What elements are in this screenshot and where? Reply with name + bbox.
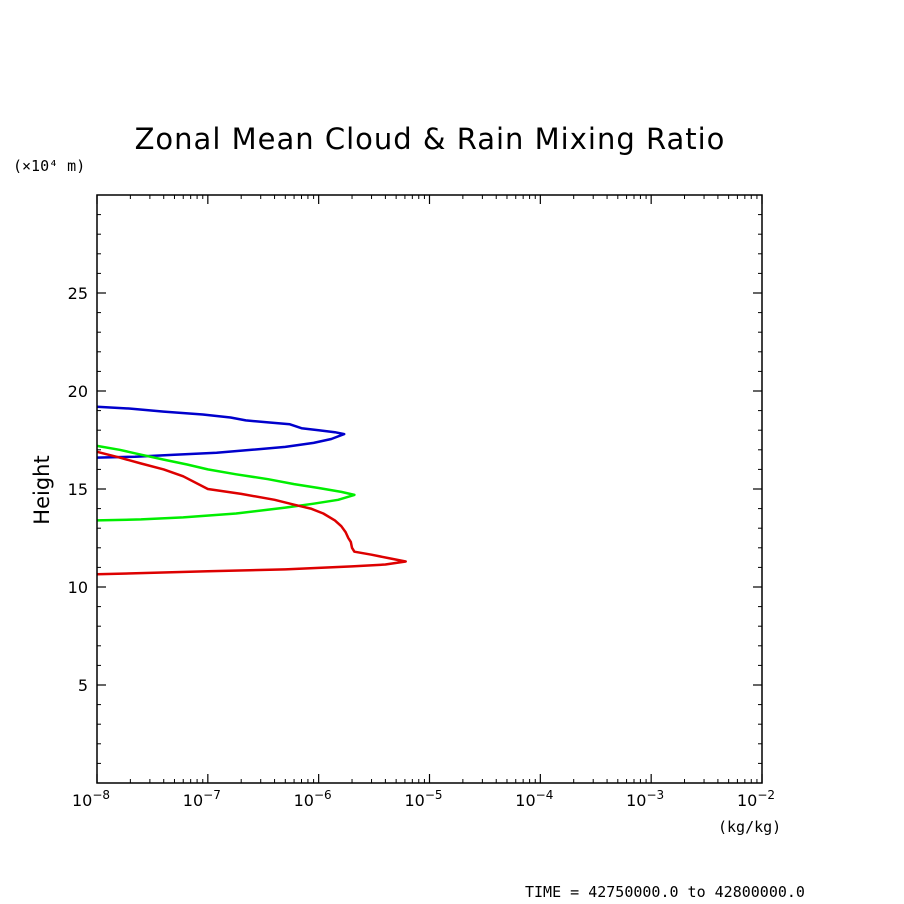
- time-range-label: TIME = 42750000.0 to 42800000.0: [525, 883, 805, 901]
- tick-layer: 10−8 10−7 10−6 10−5 10−4 10−3 10−2 5 10 15 20 25: [68, 195, 775, 810]
- y-tick-label: 15: [68, 480, 88, 499]
- x-unit-label: (kg/kg): [718, 818, 781, 836]
- x-tick-label: 10−8: [72, 788, 110, 810]
- y-tick-label: 20: [68, 382, 88, 401]
- x-tick-label: 10−6: [294, 788, 332, 810]
- series-layer: [96, 405, 407, 576]
- y-tick-label: 10: [68, 578, 88, 597]
- x-tick-label: 10−7: [183, 788, 221, 810]
- series-line-blue: [96, 405, 346, 459]
- x-tick-label: 10−4: [515, 788, 553, 810]
- x-tick-label: 10−3: [626, 788, 664, 810]
- series-line-green: [96, 444, 356, 522]
- y-tick-label: 5: [78, 676, 88, 695]
- series-line-red: [96, 450, 407, 576]
- x-tick-label: 10−5: [404, 788, 442, 810]
- chart-title: Zonal Mean Cloud & Rain Mixing Ratio: [135, 122, 726, 156]
- x-tick-label: 10−2: [737, 788, 775, 810]
- y-axis-label: Height: [30, 455, 54, 524]
- plot-frame: [96, 194, 763, 784]
- y-tick-label: 25: [68, 284, 88, 303]
- y-unit-label: (×10⁴ m): [13, 157, 85, 175]
